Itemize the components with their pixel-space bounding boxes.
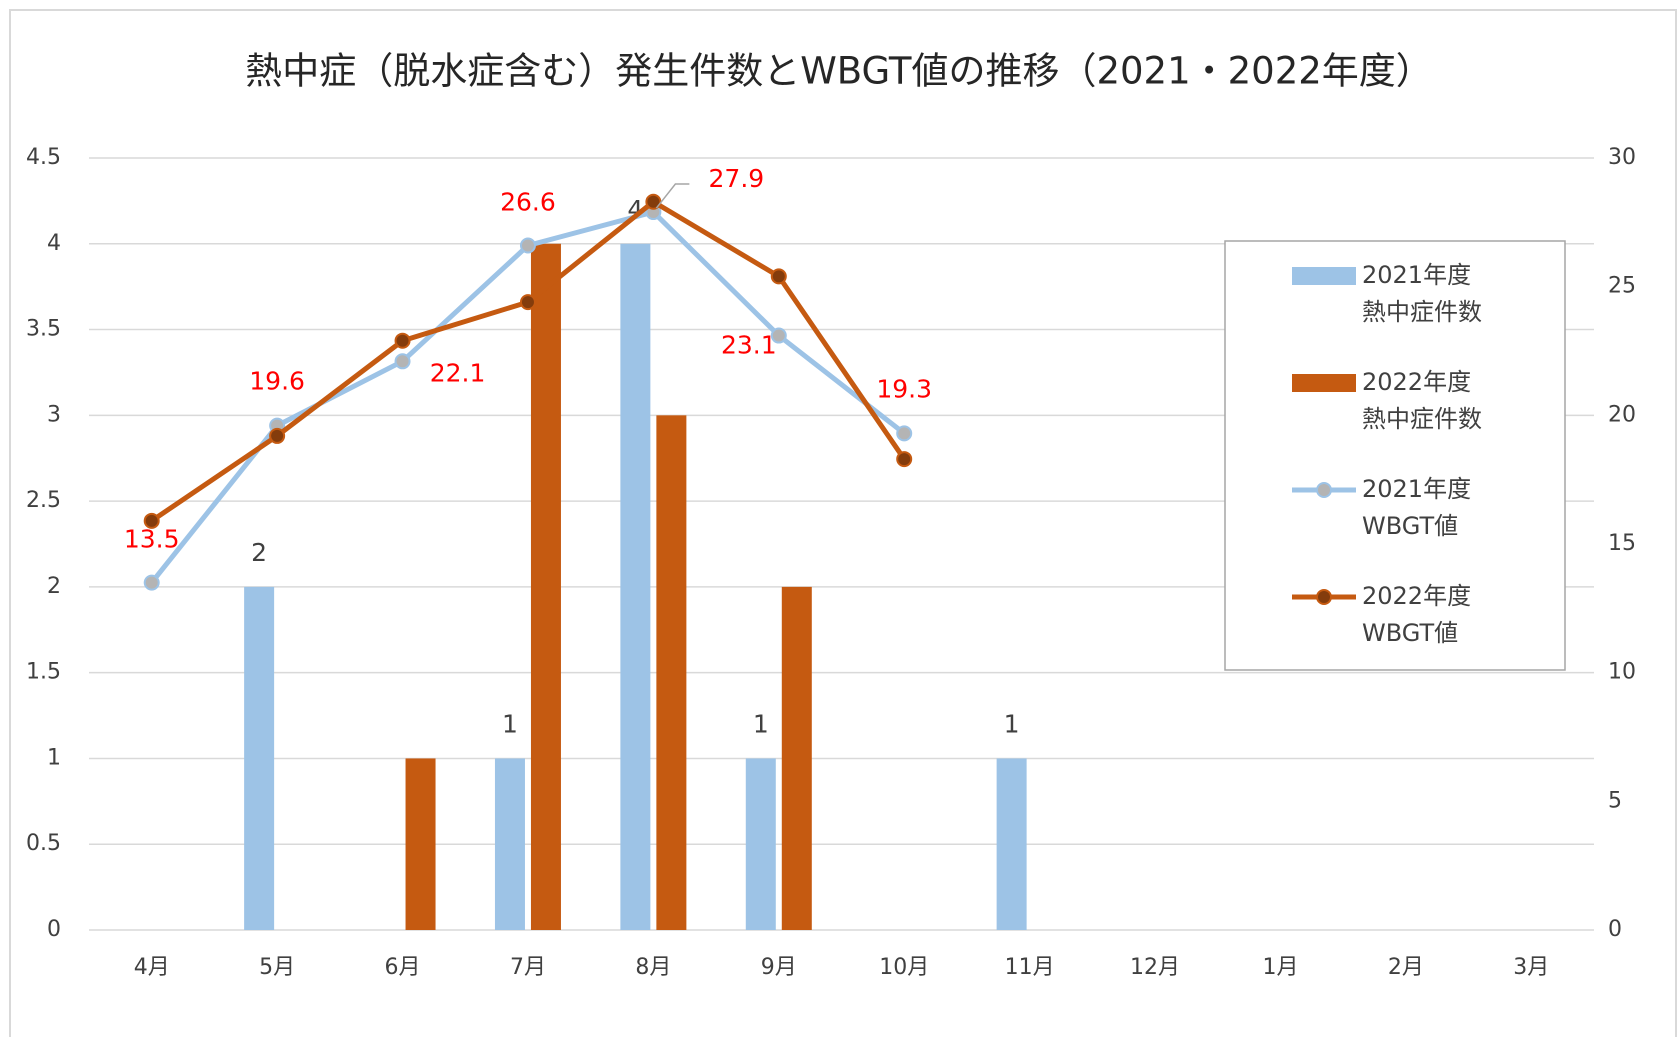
legend-box	[1224, 240, 1566, 671]
y-tick-label: 4	[47, 231, 61, 256]
marker	[770, 327, 787, 344]
x-tick-label: 12月	[1130, 955, 1180, 980]
legend-label: 2021年度熱中症件数	[1362, 261, 1482, 326]
marker	[394, 332, 411, 349]
y-tick-label: 1.5	[26, 660, 61, 685]
data-label: 19.3	[876, 374, 932, 403]
y-tick-label: 2.5	[26, 488, 61, 513]
bar	[494, 758, 525, 930]
x-tick-label: 10月	[879, 955, 929, 980]
bar	[656, 415, 687, 930]
data-label: 23.1	[721, 331, 777, 360]
x-tick-label: 9月	[761, 955, 797, 980]
x-tick-label: 2月	[1388, 955, 1424, 980]
y2-tick-label: 30	[1608, 145, 1636, 170]
legend-swatch	[1292, 267, 1356, 285]
data-label: 22.1	[430, 358, 486, 387]
data-label: 13.5	[124, 525, 180, 554]
marker	[394, 353, 411, 370]
data-label: 1	[502, 709, 518, 738]
data-label: 27.9	[709, 164, 765, 193]
data-label: 19.6	[249, 367, 305, 396]
bar	[244, 586, 275, 930]
x-tick-label: 7月	[510, 955, 546, 980]
legend-swatch	[1292, 374, 1356, 392]
y2-tick-label: 10	[1608, 660, 1636, 685]
y-tick-label: 1	[47, 745, 61, 770]
marker	[519, 237, 536, 254]
x-tick-label: 1月	[1262, 955, 1298, 980]
data-label: 1	[753, 709, 769, 738]
x-tick-label: 4月	[134, 955, 170, 980]
legend-marker	[1316, 482, 1332, 498]
data-label: 1	[1004, 709, 1020, 738]
marker	[143, 574, 160, 591]
marker	[269, 427, 286, 444]
marker	[519, 294, 536, 311]
bar	[745, 758, 776, 930]
legend-marker	[1316, 589, 1332, 605]
leader-line	[655, 183, 690, 209]
data-label: 2	[251, 538, 267, 567]
bar	[620, 243, 651, 930]
y2-tick-label: 15	[1608, 531, 1636, 556]
y-tick-label: 3.5	[26, 317, 61, 342]
y-tick-label: 0	[47, 917, 61, 942]
legend-label: 2022年度熱中症件数	[1362, 368, 1482, 433]
marker	[143, 512, 160, 529]
y-tick-label: 0.5	[26, 831, 61, 856]
x-tick-label: 8月	[635, 955, 671, 980]
legend-label: 2022年度 WBGT値	[1362, 582, 1471, 647]
x-tick-label: 6月	[385, 955, 421, 980]
y2-tick-label: 0	[1608, 917, 1622, 942]
data-label: 26.6	[500, 187, 556, 216]
marker	[896, 425, 913, 442]
chart-title: 熱中症（脱水症含む）発生件数とWBGT値の推移（2021・2022年度）	[245, 50, 1433, 93]
y-tick-label: 4.5	[26, 145, 61, 170]
y2-tick-label: 5	[1608, 788, 1622, 813]
marker	[770, 268, 787, 285]
legend-label: 2021年度 WBGT値	[1362, 475, 1471, 540]
x-tick-label: 5月	[259, 955, 295, 980]
bar	[530, 243, 561, 930]
y-tick-label: 3	[47, 402, 61, 427]
y2-tick-label: 20	[1608, 402, 1636, 427]
bar	[781, 586, 812, 930]
marker	[896, 451, 913, 468]
bar	[996, 758, 1027, 930]
y2-tick-label: 25	[1608, 274, 1636, 299]
y-tick-label: 2	[47, 574, 61, 599]
bar	[405, 758, 436, 930]
x-tick-label: 11月	[1005, 955, 1055, 980]
marker	[645, 193, 662, 210]
x-tick-label: 3月	[1513, 955, 1549, 980]
